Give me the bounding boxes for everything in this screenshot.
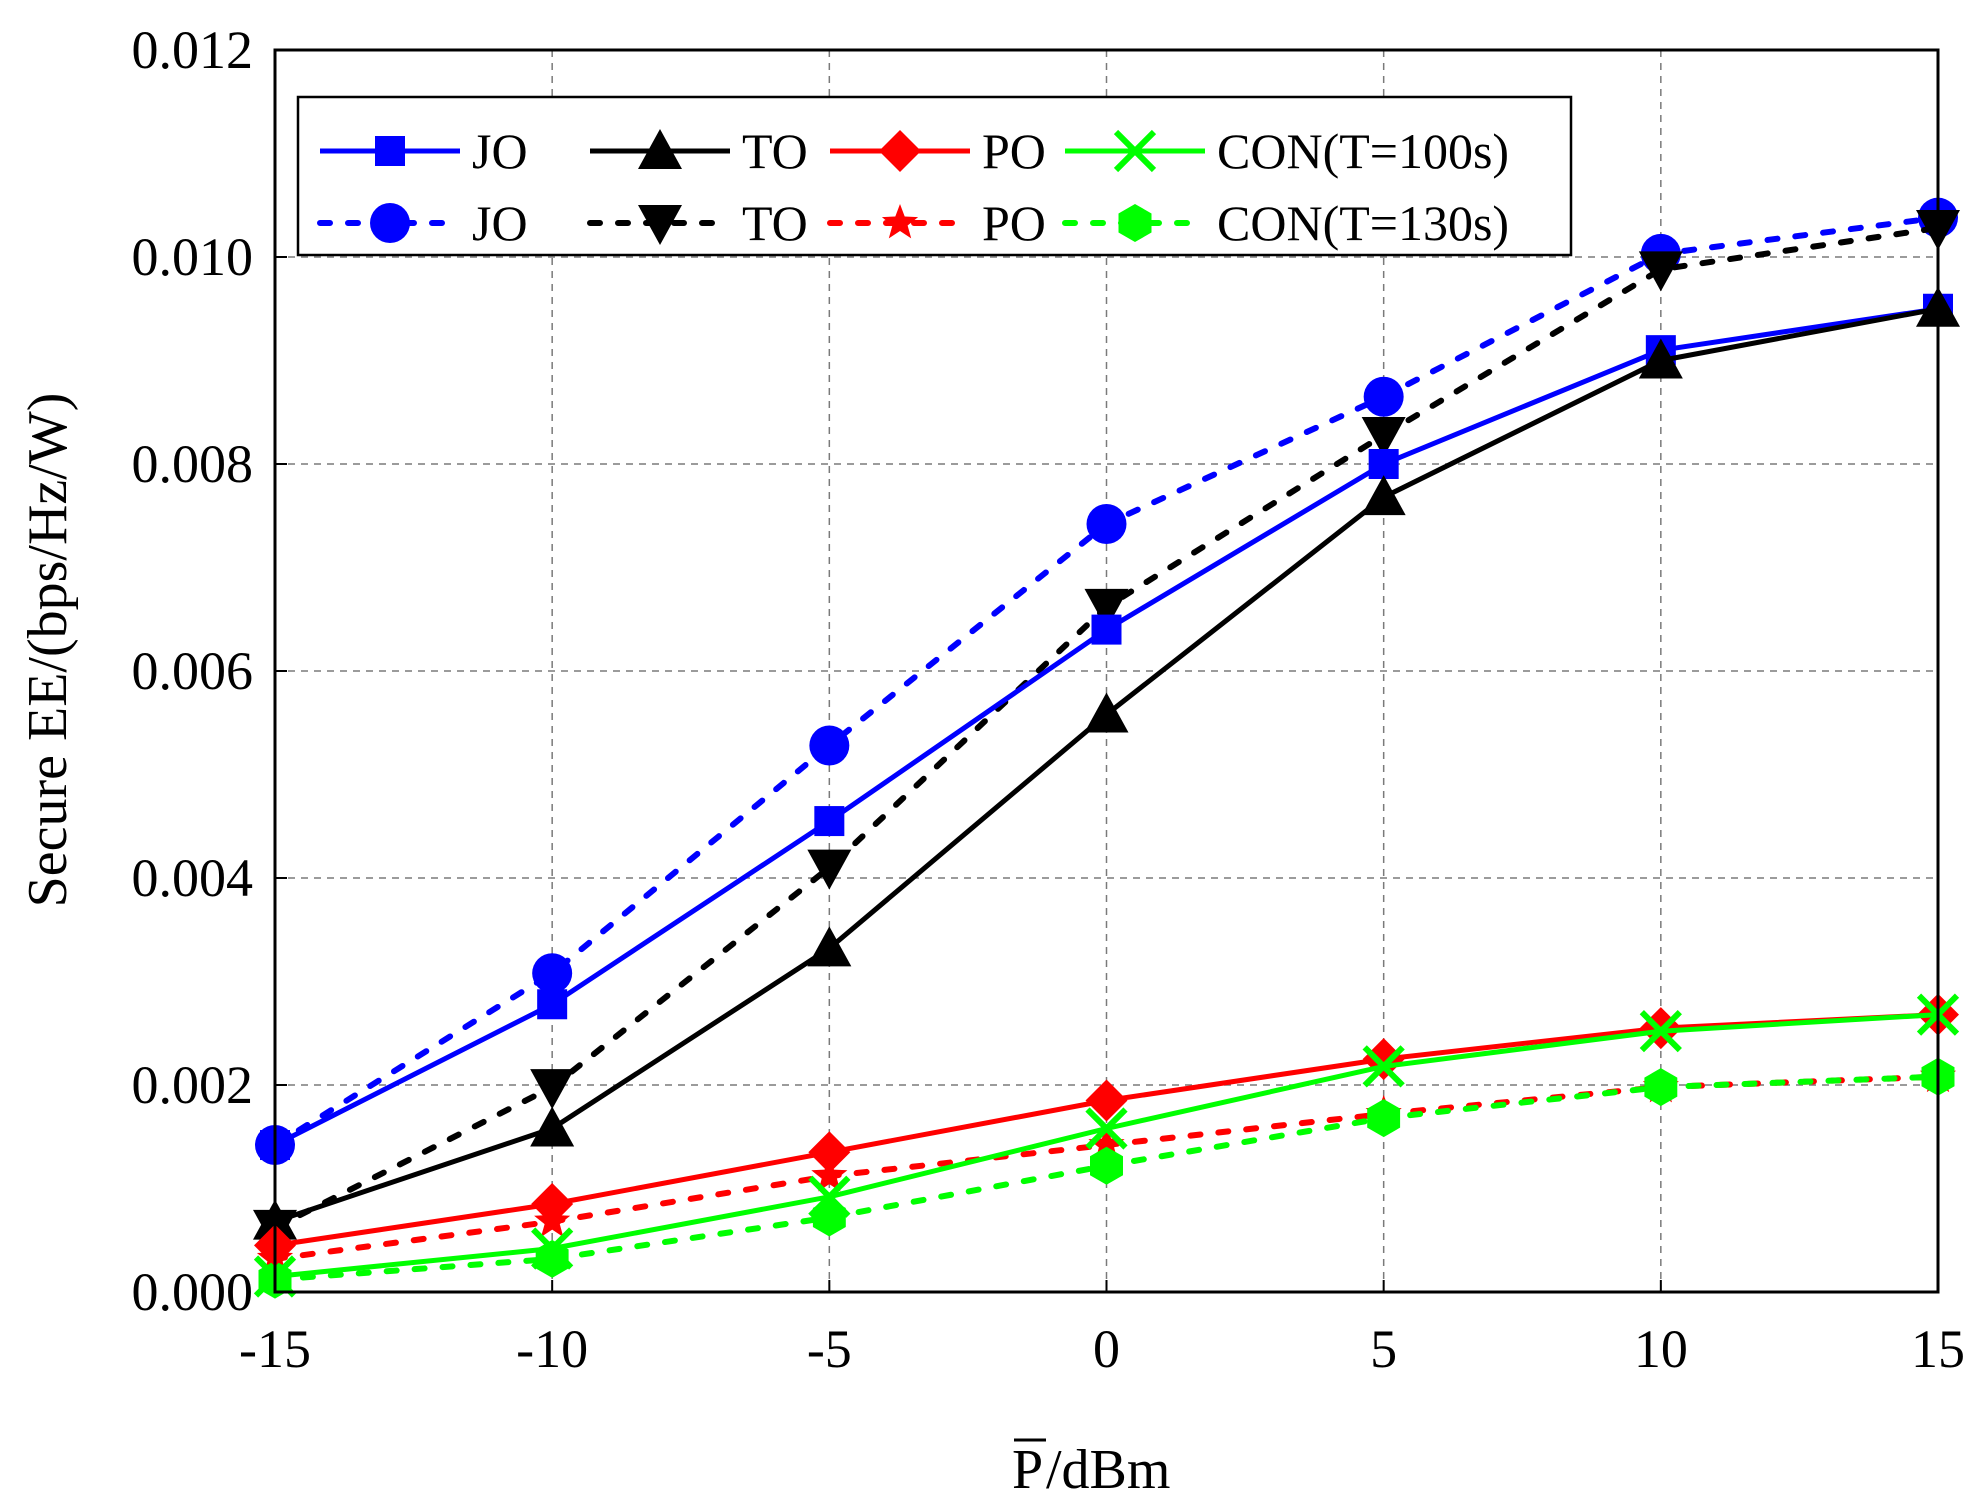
data-point-po-dotted [1088,1126,1125,1161]
x-tick-label: -5 [807,1319,852,1379]
legend-marker [638,129,682,169]
y-tick-label: 0.010 [132,227,254,287]
legend: JO TO PO CON(T=100s) JO TO PO CON(T=130s) [296,95,1573,257]
data-point-jo-dotted [532,953,573,994]
legend-marker [881,204,919,239]
data-point-jo-solid [814,806,845,837]
y-tick-label: 0.004 [132,848,254,908]
legend-label: JO [472,195,528,251]
legend-item-po-solid: PO [830,123,1046,179]
x-tick-label: 10 [1634,1319,1688,1379]
y-tick-label: 0.006 [132,641,254,701]
data-point-to-dotted [807,849,852,890]
legend-item-jo-solid: JO [320,123,528,179]
data-point-to-dotted [1361,417,1406,458]
data-point-to-solid [1638,338,1683,379]
legend-marker [375,136,405,166]
legend-item-po-dotted: PO [827,195,1046,251]
x-tick-label: 5 [1370,1319,1397,1379]
data-point-jo-dotted [1086,504,1127,545]
legend-item-to-dotted: TO [587,195,808,251]
x-axis-title-symbol: P [1012,1439,1043,1501]
data-point-to-solid [530,1106,575,1147]
legend-item-jo-dotted: JO [317,195,528,251]
legend-marker [638,205,682,245]
x-tick-label: 15 [1911,1319,1965,1379]
data-point-po-solid [531,1183,574,1226]
data-point-to-dotted [1084,588,1129,629]
legend-marker [1113,129,1157,173]
data-point-po-solid [1085,1079,1128,1122]
legend-label: CON(T=130s) [1217,195,1509,251]
data-point-to-dotted [1638,251,1683,292]
x-tick-label: 0 [1093,1319,1120,1379]
y-tick-label: 0.012 [132,20,254,80]
legend-label: TO [742,195,808,251]
data-point-con-t-100s-solid [1085,1107,1128,1150]
legend-item-con-t-100s-solid: CON(T=100s) [1065,123,1509,179]
data-point-po-dotted [811,1157,848,1192]
data-point-con-t-100s-solid [808,1175,851,1218]
axis-ticks: -15 -10 -5 0 5 10 15 0.000 0.002 0.004 0.006 0.008 0… [132,20,1966,1379]
x-axis-title-unit: /dBm [1046,1439,1170,1501]
y-tick-label: 0.008 [132,434,254,494]
data-point-jo-dotted [809,725,850,766]
data-point-to-solid [1361,475,1406,516]
data-point-to-solid [807,926,852,967]
legend-label: JO [472,123,528,179]
data-point-jo-solid [1368,449,1399,479]
data-point-jo-solid [537,989,568,1020]
legend-marker [879,130,921,172]
data-point-jo-solid [1091,614,1122,645]
data-point-po-solid [808,1131,851,1174]
legend-marker [370,203,410,243]
legend-marker [1118,204,1152,242]
legend-label: PO [982,123,1046,179]
x-tick-label: -10 [516,1319,588,1379]
data-point-con-t-130s-dotted [1090,1146,1123,1185]
x-axis-title: P /dBm [1012,1438,1170,1501]
data-point-con-t-130s-dotted [1367,1099,1401,1138]
legend-label: PO [982,195,1046,251]
data-point-to-dotted [530,1069,575,1110]
legend-label: CON(T=100s) [1217,123,1509,179]
data-point-jo-dotted [1363,376,1404,417]
legend-box [296,95,1573,257]
y-axis-title: Secure EE/(bps/Hz/W) [17,393,79,908]
legend-item-con-t-130s-dotted: CON(T=130s) [1062,195,1509,251]
data-point-po-solid [1362,1038,1405,1081]
legend-item-to-solid: TO [590,123,808,179]
legend-label: TO [742,123,808,179]
y-tick-label: 0.000 [132,1262,254,1322]
y-tick-label: 0.002 [132,1055,254,1115]
data-point-to-solid [1084,692,1129,733]
data-point-con-t-100s-solid [1639,1010,1682,1053]
data-point-con-t-130s-dotted [1644,1068,1678,1107]
data-point-con-t-100s-solid [1362,1045,1405,1088]
x-tick-label: -15 [239,1319,311,1379]
data-point-con-t-100s-solid [531,1227,574,1270]
